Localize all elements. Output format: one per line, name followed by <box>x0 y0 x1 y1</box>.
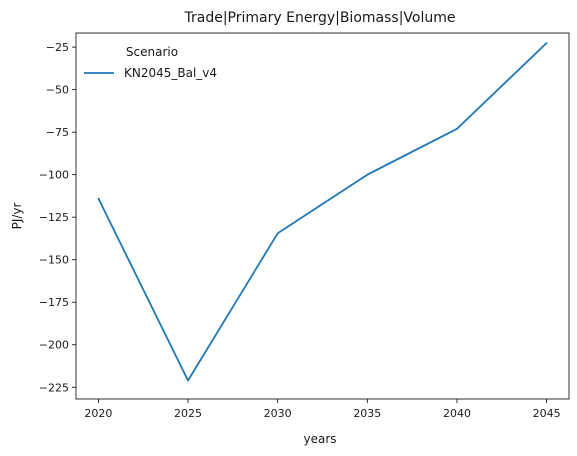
y-axis: −25 −50 −75 −100 −125 −150 −175 −200 −225 <box>39 41 76 394</box>
x-axis-label: years <box>303 432 336 446</box>
series-line-0 <box>97 42 548 382</box>
legend-title: Scenario <box>126 45 178 59</box>
y-axis-label: PJ/yr <box>10 203 24 230</box>
data-point <box>187 379 189 382</box>
x-tick-label: 2020 <box>84 407 112 420</box>
plot-area <box>75 32 570 400</box>
series-layer <box>97 42 548 382</box>
y-tick-label: −175 <box>39 296 69 309</box>
data-point <box>97 197 100 200</box>
y-tick-label: −225 <box>39 381 69 394</box>
x-tick-label: 2025 <box>174 407 202 420</box>
y-tick-label: −75 <box>46 126 69 139</box>
x-axis: 2020 2025 2030 2035 2040 2045 <box>84 399 561 420</box>
chart-title: Trade|Primary Energy|Biomass|Volume <box>184 10 456 26</box>
y-tick-label: −200 <box>39 339 69 352</box>
data-point <box>456 127 458 130</box>
axes-frame <box>75 32 570 400</box>
x-tick-label: 2035 <box>353 407 381 420</box>
data-point <box>366 173 369 176</box>
legend-entry-label: KN2045_Bal_v4 <box>124 66 217 80</box>
y-tick-label: −100 <box>39 169 69 182</box>
x-tick-label: 2040 <box>443 407 471 420</box>
data-point <box>545 42 548 44</box>
y-tick-label: −150 <box>39 254 69 267</box>
legend: Scenario KN2045_Bal_v4 <box>84 45 217 80</box>
y-tick-label: −50 <box>46 84 69 97</box>
y-tick-label: −25 <box>46 41 69 54</box>
x-tick-label: 2045 <box>533 407 561 420</box>
x-tick-label: 2030 <box>264 407 292 420</box>
data-point <box>276 232 279 235</box>
y-tick-label: −125 <box>39 211 69 224</box>
